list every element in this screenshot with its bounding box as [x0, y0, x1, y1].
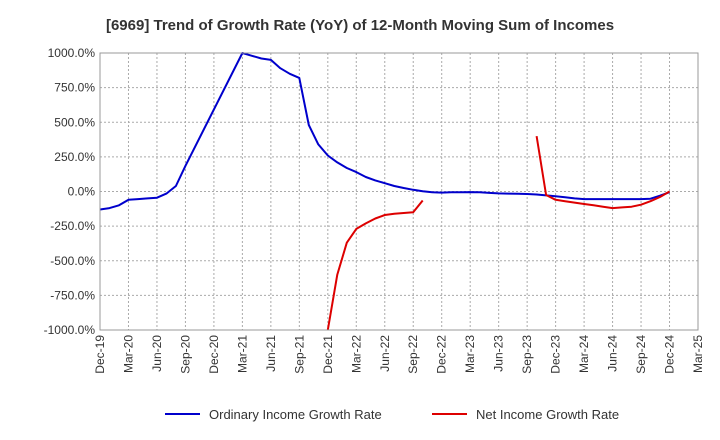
- x-tick-label: Jun-21: [264, 335, 278, 372]
- x-tick-label: Sep-20: [178, 335, 192, 374]
- x-tick-label: Mar-21: [235, 335, 249, 373]
- x-tick-label: Dec-23: [549, 335, 563, 374]
- y-tick-label: 250.0%: [54, 150, 95, 164]
- x-tick-label: Dec-21: [321, 335, 335, 374]
- series-line-2: [326, 135, 671, 331]
- y-tick-label: 0.0%: [68, 185, 96, 199]
- y-tick-label: -750.0%: [50, 288, 95, 302]
- x-tick-label: Mar-24: [577, 335, 591, 373]
- y-tick-label: 500.0%: [54, 115, 95, 129]
- x-tick-label: Dec-20: [207, 335, 221, 374]
- series-line-1: [99, 52, 670, 211]
- x-tick-label: Sep-22: [406, 335, 420, 374]
- legend-label-1: Ordinary Income Growth Rate: [209, 407, 382, 422]
- y-tick-label: -1000.0%: [44, 323, 96, 337]
- x-tick-label: Jun-24: [606, 335, 620, 372]
- x-tick-label: Mar-23: [463, 335, 477, 373]
- y-tick-label: 750.0%: [54, 81, 95, 95]
- y-axis-ticks: 1000.0% 750.0% 500.0% 250.0% 0.0% -250.0% -500…: [44, 46, 96, 337]
- x-tick-label: Dec-24: [663, 335, 677, 374]
- legend: Ordinary Income Growth Rate Net Income Gr…: [165, 407, 619, 422]
- y-tick-label: 1000.0%: [48, 46, 96, 60]
- x-tick-label: Mar-20: [121, 335, 135, 373]
- plot-frame: [99, 52, 699, 331]
- x-tick-label: Mar-25: [691, 335, 705, 373]
- x-tick-label: Mar-22: [349, 335, 363, 373]
- x-tick-label: Sep-24: [634, 335, 648, 374]
- x-tick-label: Jun-20: [150, 335, 164, 372]
- x-tick-label: Sep-23: [520, 335, 534, 374]
- chart-title: [6969] Trend of Growth Rate (YoY) of 12-…: [106, 17, 614, 34]
- grid: [100, 53, 698, 330]
- x-axis-ticks: Dec-19 Mar-20 Jun-20 Sep-20 Dec-20 Mar-21 Jun-…: [93, 335, 705, 374]
- x-tick-label: Jun-23: [492, 335, 506, 372]
- x-tick-label: Jun-22: [378, 335, 392, 372]
- y-tick-label: -250.0%: [50, 219, 95, 233]
- legend-label-2: Net Income Growth Rate: [476, 407, 619, 422]
- series-layer: [99, 52, 671, 331]
- y-tick-label: -500.0%: [50, 254, 95, 268]
- x-tick-label: Dec-19: [93, 335, 107, 374]
- x-tick-label: Sep-21: [292, 335, 306, 374]
- x-tick-label: Dec-22: [435, 335, 449, 374]
